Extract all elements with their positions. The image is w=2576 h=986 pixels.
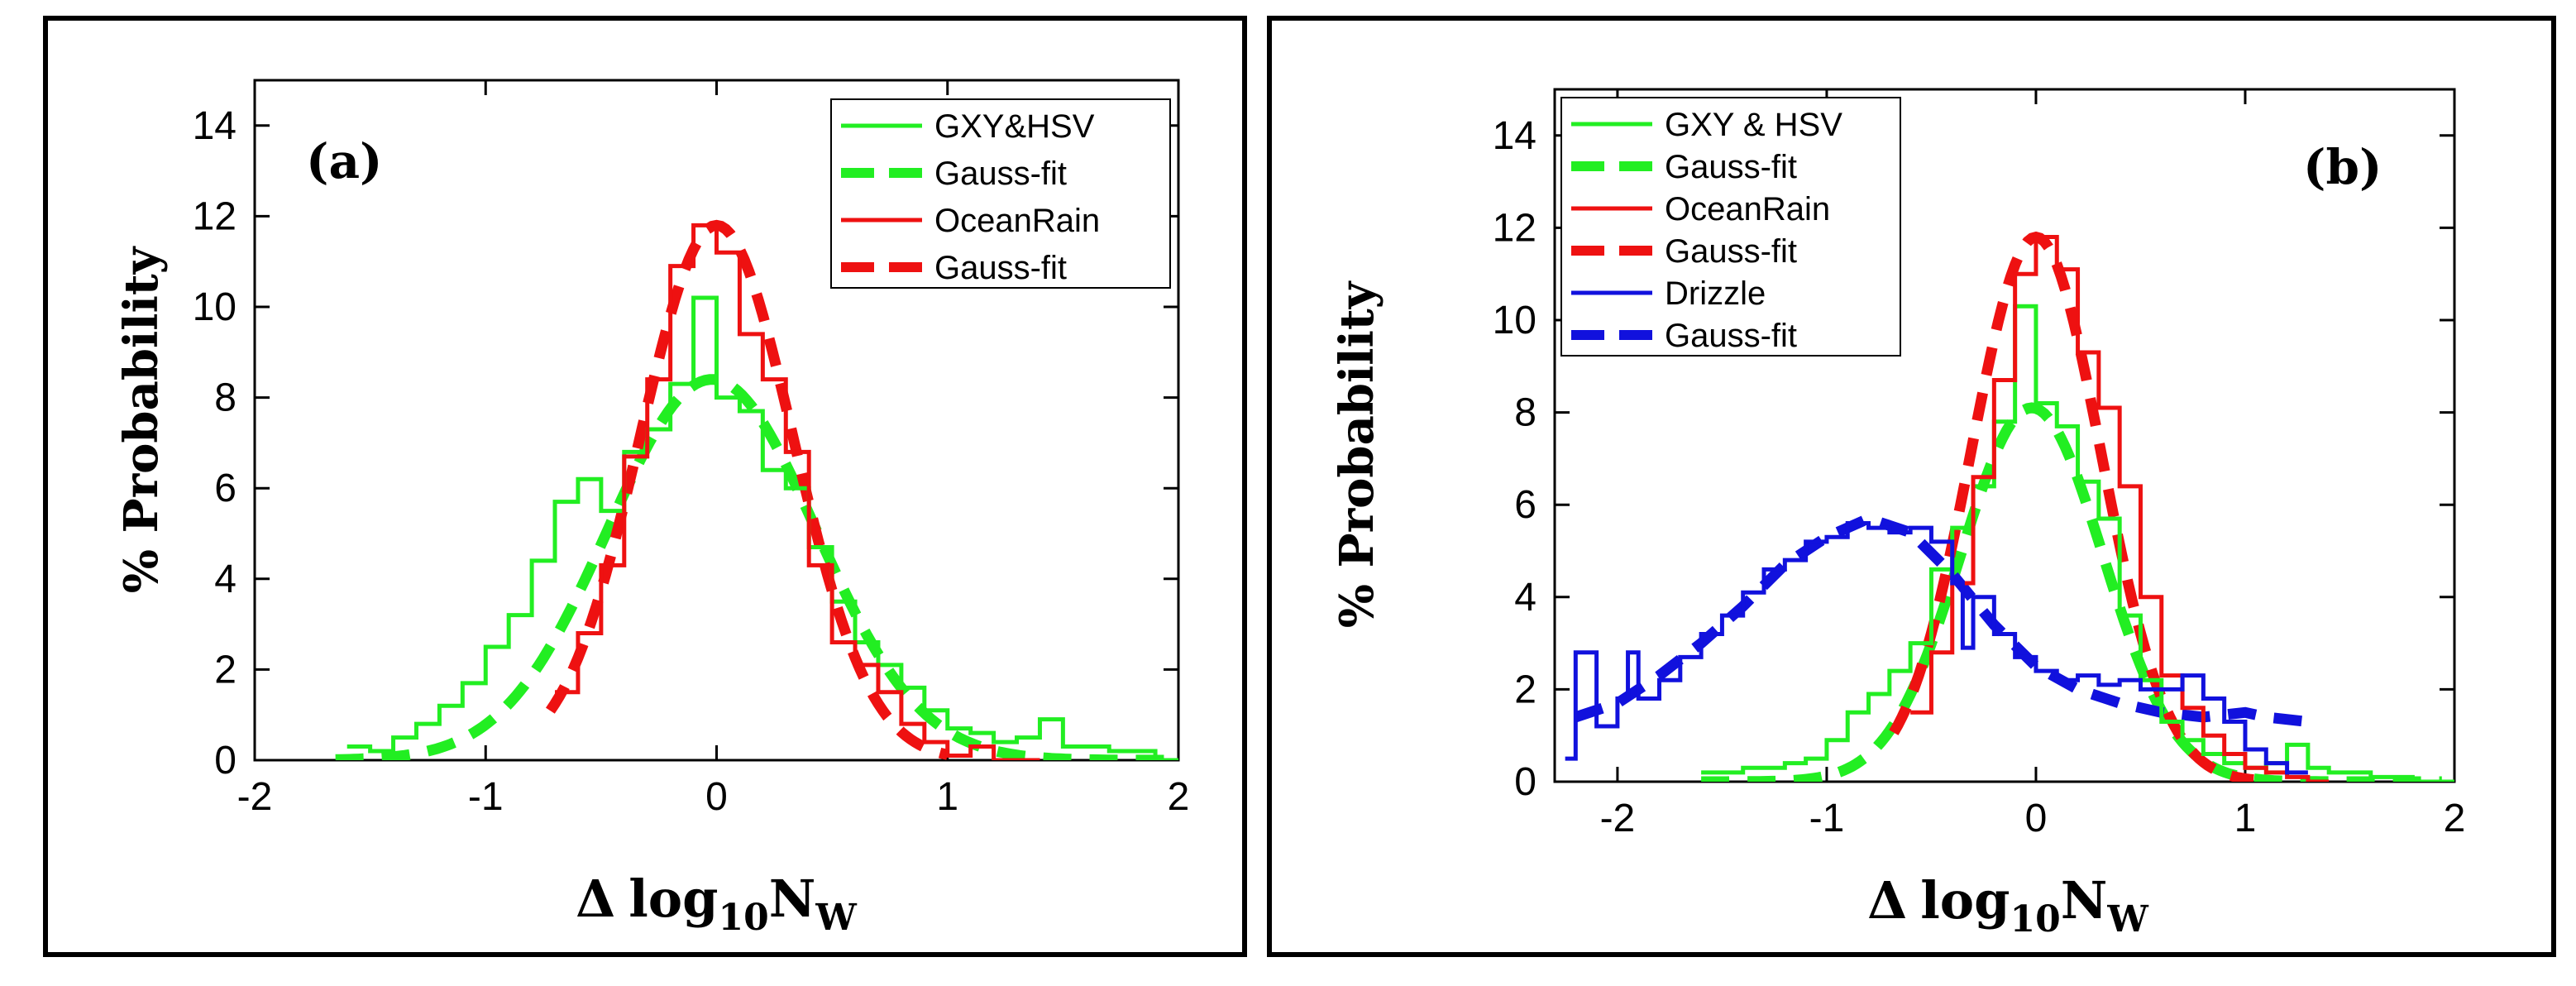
red-gauss-fit-curve — [545, 219, 949, 760]
xlabel-nsub: W — [815, 897, 857, 939]
y-tick-label: 8 — [214, 376, 237, 420]
y-tick-label: 0 — [1514, 760, 1537, 804]
y-tick-label: 6 — [1514, 483, 1537, 527]
xlabel-delta: Δ — [576, 869, 615, 929]
x-tick-label: 2 — [1168, 775, 1190, 819]
x-tick-label: 0 — [705, 775, 728, 819]
legend-label: GXY & HSV — [1665, 107, 1842, 143]
green-step-series — [346, 295, 1178, 760]
y-tick-label: 12 — [193, 194, 237, 238]
y-tick-label: 0 — [214, 739, 237, 783]
legend-label: Gauss-fit — [934, 250, 1067, 286]
y-tick-label: 2 — [214, 648, 237, 692]
x-tick-label: 0 — [2025, 797, 2048, 840]
panel-a-series — [335, 219, 1178, 760]
x-tick-label: -1 — [468, 775, 504, 819]
x-tick-label: 1 — [2234, 797, 2257, 840]
panel-b-legend: GXY & HSV Gauss-fit OceanRain Gauss-fit Driz… — [1560, 97, 1901, 357]
x-tick-label: -2 — [1600, 797, 1636, 840]
xlabel-n: N — [2061, 870, 2108, 931]
blue-step-series — [1565, 521, 2308, 775]
x-tick-label: 2 — [2444, 797, 2466, 840]
red-step-series — [555, 223, 1040, 760]
green-gauss-fit-curve — [335, 374, 1167, 760]
y-tick-label: 4 — [1514, 576, 1537, 620]
legend-label: Gauss-fit — [1665, 233, 1797, 270]
legend-label: GXY&HSV — [934, 108, 1095, 145]
panel-b-legend-box — [1560, 97, 1901, 357]
y-tick-label: 14 — [1493, 114, 1537, 158]
red-step-series — [1910, 235, 2330, 782]
y-tick-label: 14 — [193, 104, 237, 148]
xlabel-sub: 10 — [719, 897, 769, 939]
xlabel-sub: 10 — [2010, 898, 2061, 941]
panel-b-label: (b) — [2303, 139, 2382, 195]
xlabel-log: log — [1920, 870, 2010, 931]
xlabel-log: log — [628, 869, 718, 929]
panel-a-ylabel: % Probability — [114, 246, 169, 593]
x-tick-label: -1 — [1809, 797, 1845, 840]
panel-a-legend: GXY&HSV Gauss-fit OceanRain Gauss-fit — [830, 98, 1171, 289]
legend-label: Drizzle — [1665, 275, 1766, 312]
y-tick-label: 10 — [1493, 299, 1537, 342]
panel-a-legend-box — [830, 98, 1171, 289]
panel-b-frame — [1267, 16, 2556, 957]
legend-label: OceanRain — [1665, 191, 1830, 227]
legend-label: OceanRain — [934, 203, 1100, 239]
panel-b-plot-area — [1553, 88, 2456, 783]
xlabel-n: N — [769, 869, 816, 929]
x-tick-label: -2 — [237, 775, 273, 819]
panel-b-series — [1565, 231, 2454, 782]
y-tick-label: 8 — [1514, 391, 1537, 435]
green-step-series — [1701, 304, 2454, 782]
panel-b-ylabel: % Probability — [1330, 280, 1384, 628]
legend-label: Gauss-fit — [934, 156, 1067, 192]
y-tick-label: 4 — [214, 558, 237, 601]
xlabel-nsub: W — [2106, 898, 2148, 941]
legend-label: Gauss-fit — [1665, 149, 1797, 185]
xlabel-delta: Δ — [1867, 870, 1907, 931]
y-tick-label: 2 — [1514, 668, 1537, 711]
y-tick-label: 10 — [193, 285, 237, 329]
x-tick-label: 1 — [936, 775, 958, 819]
legend-label: Gauss-fit — [1665, 318, 1797, 354]
y-tick-label: 12 — [1493, 206, 1537, 250]
y-tick-label: 6 — [214, 467, 237, 510]
panel-a-label: (a) — [306, 133, 382, 189]
